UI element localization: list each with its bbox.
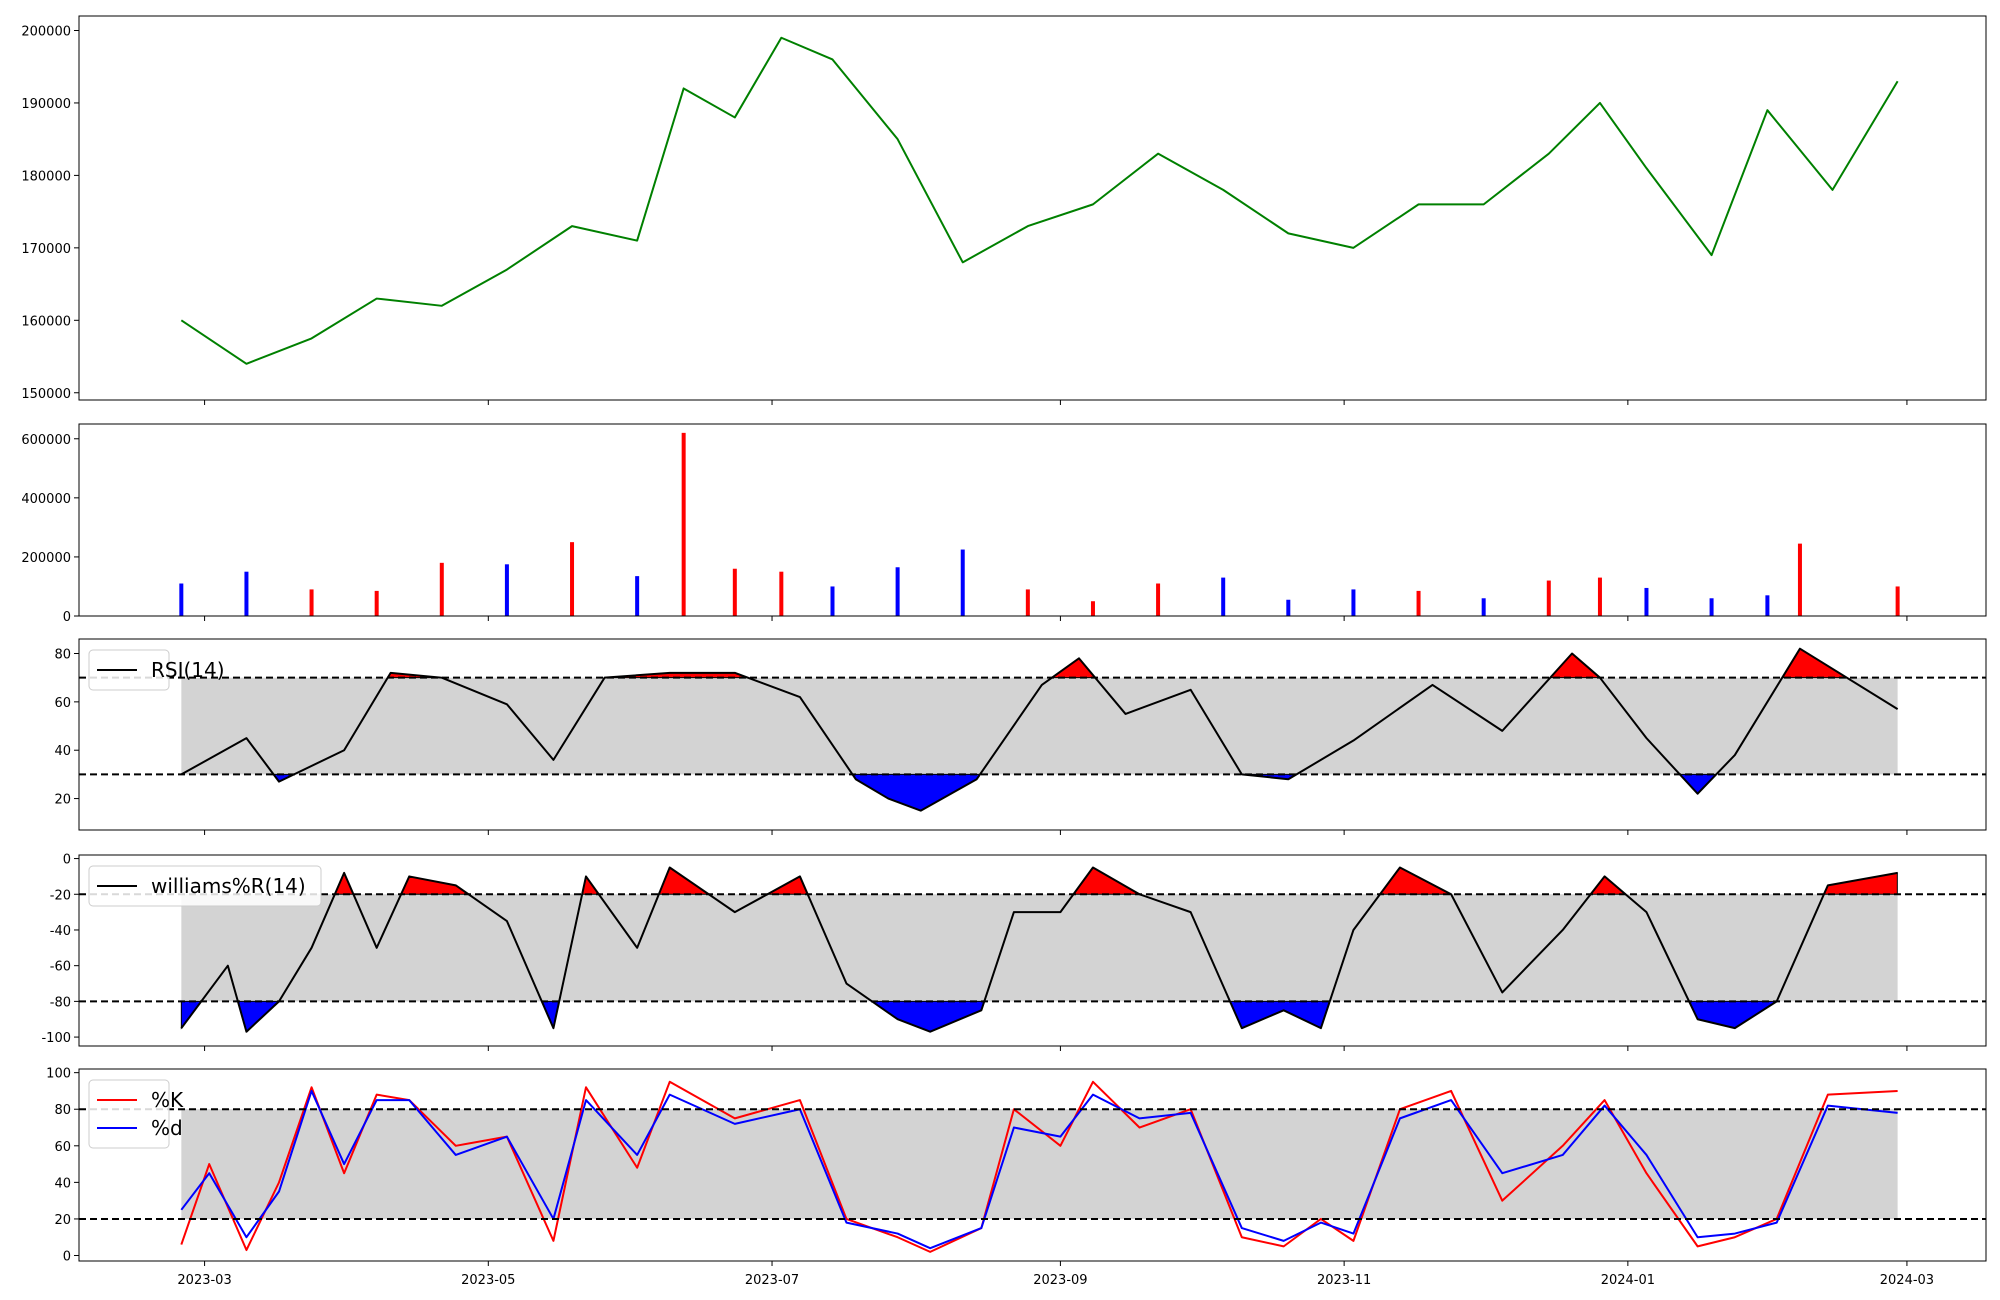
rsi-overbought-fill — [1549, 653, 1600, 679]
volume-panel: 0 200000 400000 600000 — [21, 423, 1987, 625]
volume-bar — [1025, 589, 1030, 616]
stochastic-legend — [88, 1079, 170, 1149]
volume-bar — [179, 583, 184, 616]
stochastic-series-line-1 — [180, 1089, 1898, 1250]
williams-overbought-fill — [334, 872, 354, 895]
williams-legend-label: williams%R(14) — [151, 874, 306, 898]
stochastic-legend-label: %d — [151, 1116, 183, 1140]
williams-y-tick-label: -80 — [50, 995, 71, 1010]
x-tick-label: 2023-07 — [745, 1273, 799, 1288]
price-axes-frame — [78, 15, 1987, 401]
price-panel: 150000 160000 170000 180000 190000 200000 — [21, 15, 1987, 405]
rsi-y-tick-label: 60 — [54, 696, 71, 711]
stochastic-legend-label: %K — [151, 1088, 184, 1112]
volume-bar — [1546, 580, 1551, 616]
volume-bar — [1351, 589, 1356, 616]
volume-bar — [1797, 543, 1802, 616]
volume-y-tick-label: 400000 — [21, 492, 71, 507]
volume-bar — [504, 564, 509, 616]
williams-y-tick-label: -60 — [50, 960, 71, 975]
volume-bar — [1221, 577, 1226, 616]
stochastic-band-fill — [181, 1109, 1898, 1219]
williams-oversold-fill — [1688, 1000, 1777, 1029]
volume-bar — [1644, 587, 1649, 616]
volume-bar — [732, 568, 737, 616]
volume-bar — [830, 586, 835, 616]
volume-bar — [439, 562, 444, 616]
x-tick-label: 2024-01 — [1601, 1273, 1655, 1288]
price-series-line-0 — [180, 36, 1899, 365]
x-tick-label: 2024-03 — [1880, 1273, 1934, 1288]
x-tick-label: 2023-03 — [177, 1273, 231, 1288]
volume-y-tick-label: 0 — [63, 610, 71, 625]
williams-y-tick-label: -40 — [50, 924, 71, 939]
williams-y-tick-label: -100 — [41, 1031, 71, 1046]
williams-r-panel: -100 -80 -60 -40 -20 0 williams%R(14) — [41, 853, 1987, 1051]
williams-y-tick-label: 0 — [63, 853, 71, 868]
rsi-oversold-fill — [852, 773, 980, 811]
stochastic-y-tick-label: 40 — [54, 1176, 71, 1191]
rsi-axes-frame — [78, 638, 1987, 831]
volume-bar — [1090, 601, 1095, 616]
x-tick-label: 2023-09 — [1033, 1273, 1087, 1288]
volume-bar — [1895, 586, 1900, 616]
rsi-legend-label: RSI(14) — [151, 658, 225, 682]
stochastic-panel: 0 20 40 60 80 100 %K %d — [46, 1067, 1987, 1266]
volume-bar — [960, 549, 965, 616]
volume-bar — [374, 590, 379, 616]
volume-bar — [635, 576, 640, 616]
volume-bar — [681, 432, 686, 616]
volume-bar — [1597, 577, 1602, 616]
rsi-panel: 20 40 60 80 RSI(14) — [54, 638, 1987, 835]
price-y-tick-label: 180000 — [21, 169, 71, 184]
rsi-y-tick-label: 40 — [54, 744, 71, 759]
volume-bar — [244, 571, 249, 616]
williams-legend — [88, 865, 322, 907]
rsi-band-fill — [181, 677, 1898, 775]
williams-band-fill — [181, 894, 1898, 1002]
volume-y-tick-label: 200000 — [21, 551, 71, 566]
stochastic-axes-frame — [78, 1068, 1987, 1262]
williams-series-line-0 — [180, 866, 1898, 1033]
stochastic-y-tick-label: 80 — [54, 1103, 71, 1118]
volume-bar — [1709, 598, 1714, 616]
price-y-tick-label: 150000 — [21, 387, 71, 402]
williams-overbought-fill — [400, 875, 469, 895]
rsi-oversold-fill — [1679, 773, 1716, 795]
volume-bar — [1156, 583, 1161, 616]
volume-bar — [309, 589, 314, 616]
volume-bar — [1416, 590, 1421, 616]
williams-oversold-fill — [1229, 1000, 1330, 1029]
williams-axes-frame — [78, 854, 1987, 1047]
stochastic-y-tick-label: 0 — [63, 1250, 71, 1265]
rsi-y-tick-label: 20 — [54, 793, 71, 808]
x-tick-label: 2023-11 — [1317, 1273, 1371, 1288]
stochastic-y-tick-label: 100 — [46, 1067, 71, 1082]
price-y-tick-label: 200000 — [21, 24, 71, 39]
price-y-tick-label: 160000 — [21, 314, 71, 329]
price-y-tick-label: 170000 — [21, 242, 71, 257]
stochastic-y-tick-label: 60 — [54, 1140, 71, 1155]
williams-y-tick-label: -20 — [50, 888, 71, 903]
x-tick-label: 2023-05 — [461, 1273, 515, 1288]
rsi-series-line-0 — [180, 647, 1899, 812]
volume-bar — [1286, 599, 1291, 616]
date-x-axis: 2023-03 2023-05 2023-07 2023-09 2023-11 2024-… — [177, 1273, 1934, 1288]
stochastic-series-line-0 — [180, 1080, 1898, 1253]
volume-bar — [570, 542, 575, 616]
volume-bar — [1481, 598, 1486, 616]
volume-bar — [779, 571, 784, 616]
volume-y-tick-label: 600000 — [21, 433, 71, 448]
stochastic-y-tick-label: 20 — [54, 1213, 71, 1228]
volume-axes-frame — [78, 423, 1987, 617]
williams-overbought-fill — [658, 867, 709, 895]
volume-bar — [895, 567, 900, 616]
volume-bar — [1765, 595, 1770, 616]
rsi-y-tick-label: 80 — [54, 648, 71, 663]
price-y-tick-label: 190000 — [21, 97, 71, 112]
